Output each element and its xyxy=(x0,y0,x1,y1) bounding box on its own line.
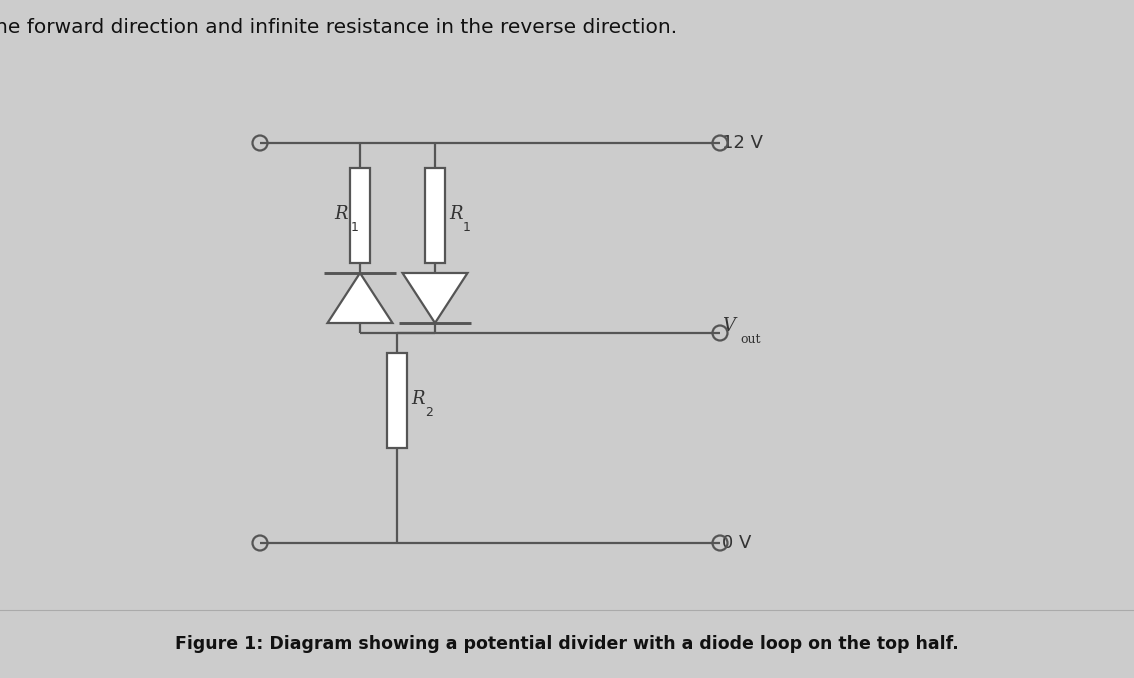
Text: R: R xyxy=(449,205,463,222)
Text: 2: 2 xyxy=(425,406,433,419)
Bar xyxy=(350,168,370,263)
Text: 12 V: 12 V xyxy=(722,134,763,152)
Text: 1: 1 xyxy=(352,221,358,234)
Text: 0 V: 0 V xyxy=(722,534,752,552)
Text: R: R xyxy=(335,205,348,222)
Polygon shape xyxy=(328,273,392,323)
Bar xyxy=(388,353,407,448)
Text: 1: 1 xyxy=(463,221,471,234)
Text: R: R xyxy=(412,389,425,407)
Text: Figure 1: Diagram showing a potential divider with a diode loop on the top half.: Figure 1: Diagram showing a potential di… xyxy=(175,635,959,653)
Text: out: out xyxy=(741,333,761,346)
Text: he forward direction and infinite resistance in the reverse direction.: he forward direction and infinite resist… xyxy=(0,18,677,37)
Bar xyxy=(425,168,445,263)
Polygon shape xyxy=(403,273,467,323)
Text: V: V xyxy=(722,317,735,335)
